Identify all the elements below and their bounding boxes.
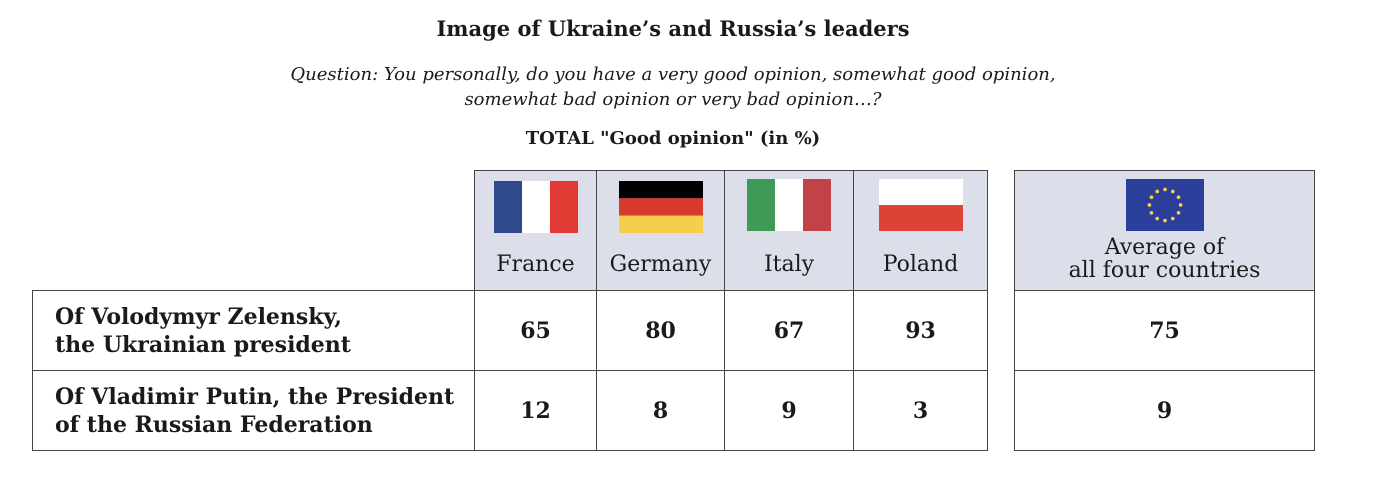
row-label-line: the Ukrainian president bbox=[55, 331, 351, 358]
header-italy: Italy bbox=[724, 170, 854, 291]
italy-flag-icon bbox=[747, 179, 831, 231]
data-cell: 65 bbox=[474, 290, 597, 371]
question-line-1: Question: You personally, do you have a … bbox=[290, 64, 1056, 85]
chart-title: Image of Ukraine’s and Russia’s leaders bbox=[436, 16, 910, 41]
column-label: Germany bbox=[609, 252, 712, 277]
header-average: Average of all four countries bbox=[1014, 170, 1315, 291]
header-germany: Germany bbox=[596, 170, 725, 291]
france-flag-icon bbox=[493, 181, 578, 233]
data-cell: 93 bbox=[853, 290, 988, 371]
header-france: France bbox=[474, 170, 597, 291]
header-poland: Poland bbox=[853, 170, 988, 291]
germany-flag-icon bbox=[618, 181, 703, 233]
data-cell: 80 bbox=[596, 290, 725, 371]
column-label: Italy bbox=[763, 252, 815, 277]
row-label-zelensky: Of Volodymyr Zelensky, the Ukrainian pres… bbox=[32, 290, 475, 371]
average-cell: 75 bbox=[1014, 290, 1315, 371]
row-label-putin: Of Vladimir Putin, the President of the R… bbox=[32, 370, 475, 451]
column-label-average: Average of all four countries bbox=[1015, 236, 1314, 282]
avg-label-line-1: Average of bbox=[1104, 235, 1225, 260]
subtitle: TOTAL "Good opinion" (in %) bbox=[525, 128, 821, 149]
data-cell: 3 bbox=[853, 370, 988, 451]
data-cell: 67 bbox=[724, 290, 854, 371]
poland-flag-icon bbox=[878, 179, 963, 231]
data-cell: 8 bbox=[596, 370, 725, 451]
data-cell: 12 bbox=[474, 370, 597, 451]
row-label-line: of the Russian Federation bbox=[55, 411, 373, 438]
row-label-line: Of Vladimir Putin, the President bbox=[55, 383, 455, 410]
column-label: Poland bbox=[882, 252, 959, 277]
question-line-2: somewhat bad opinion or very bad opinion… bbox=[464, 89, 882, 110]
data-cell: 9 bbox=[724, 370, 854, 451]
average-cell: 9 bbox=[1014, 370, 1315, 451]
avg-label-line-2: all four countries bbox=[1068, 258, 1261, 283]
column-label: France bbox=[496, 252, 575, 277]
eu-flag-icon bbox=[1125, 179, 1204, 231]
row-label-line: Of Volodymyr Zelensky, bbox=[55, 303, 342, 330]
